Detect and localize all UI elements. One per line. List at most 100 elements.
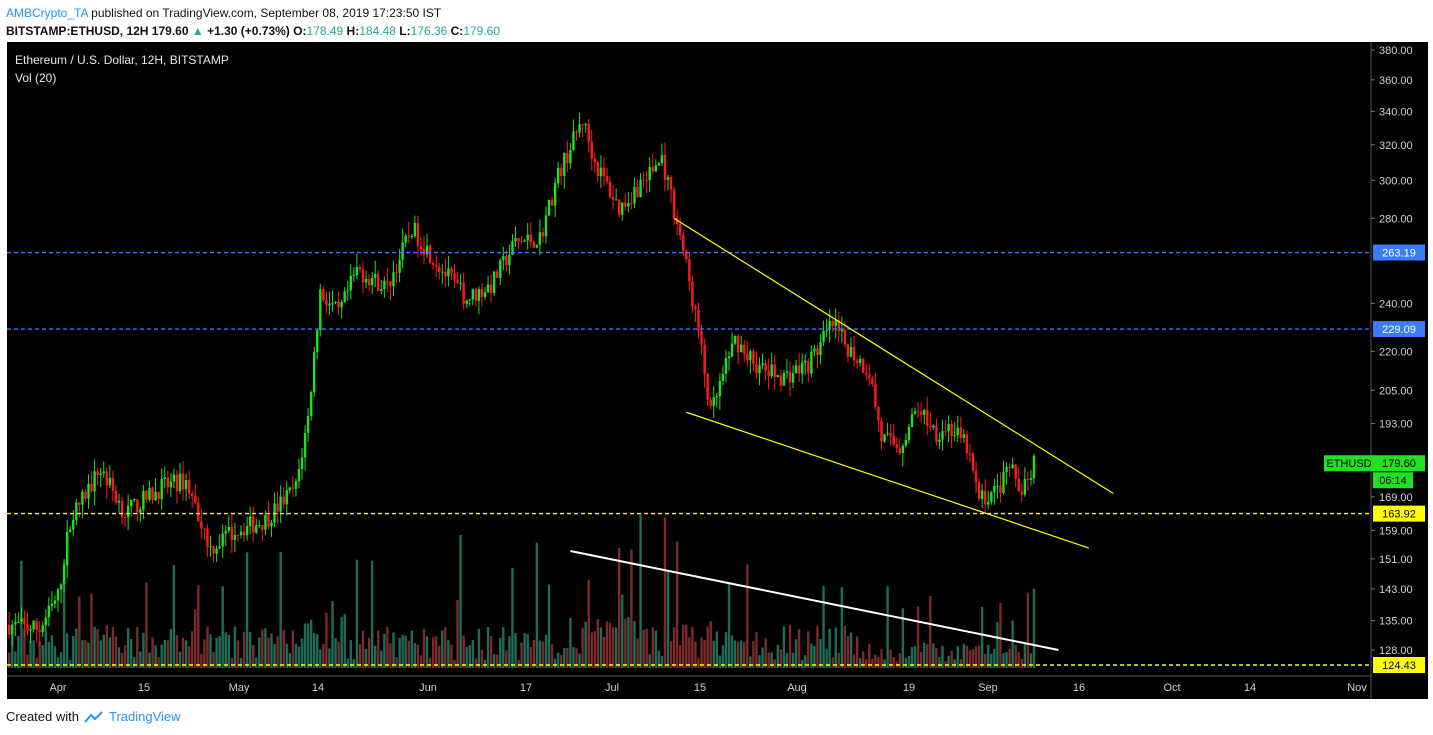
tradingview-link[interactable]: TradingView <box>108 709 181 724</box>
candle-body <box>929 425 932 428</box>
volume-bar <box>654 630 657 668</box>
candle-body <box>325 300 328 306</box>
candle-body <box>431 263 435 265</box>
volume-bar <box>447 640 450 668</box>
volume-bar <box>331 601 334 668</box>
candle-body <box>636 186 639 198</box>
candle-body <box>596 162 600 177</box>
candle-body <box>404 235 407 243</box>
candle-body <box>791 373 795 383</box>
candle-body <box>871 378 874 385</box>
volume-bar <box>279 551 282 668</box>
volume-bar <box>743 642 746 668</box>
volume-bar <box>93 626 96 668</box>
volume-bar <box>139 651 142 668</box>
candle-body <box>685 250 688 260</box>
candle-body <box>941 431 944 440</box>
candle-body <box>758 365 761 374</box>
candle-body <box>474 289 478 301</box>
candle-body <box>84 491 87 499</box>
candle-body <box>959 427 962 438</box>
volume-bar <box>428 657 432 668</box>
volume-bar <box>297 646 301 668</box>
candle-body <box>276 503 279 512</box>
candle-body <box>682 235 685 251</box>
candle-body <box>810 351 813 374</box>
time-tick-label: 14 <box>312 682 324 694</box>
candle-body <box>313 352 316 393</box>
candle-body <box>166 477 169 488</box>
volume-bar <box>407 640 410 668</box>
volume-bar <box>639 514 642 668</box>
volume-bar <box>367 637 371 668</box>
candle-body <box>962 434 966 438</box>
author-link[interactable]: AMBCrypto_TA <box>6 6 88 20</box>
volume-bar <box>822 585 825 668</box>
candle-body <box>764 363 767 371</box>
price-tick-label: 128.00 <box>1379 645 1413 657</box>
volume-bar <box>633 621 636 668</box>
up-arrow-icon: ▲ <box>191 24 204 38</box>
candle-body <box>81 491 84 505</box>
candle-body <box>654 165 657 172</box>
volume-bar <box>465 647 468 668</box>
candle-body <box>932 425 935 428</box>
volume-bar <box>59 652 63 668</box>
footer: Created with TradingView <box>6 709 181 724</box>
level-price-label: 124.43 <box>1382 660 1416 672</box>
created-with-text: Created with <box>6 709 79 724</box>
candle-body <box>407 235 410 237</box>
volume-bar <box>130 638 133 668</box>
volume-bar <box>904 657 908 668</box>
high-value: 184.48 <box>359 24 396 38</box>
volume-bar <box>834 627 837 668</box>
volume-bar <box>438 645 441 668</box>
price-tick-label: 240.00 <box>1379 298 1413 310</box>
volume-bar <box>236 640 240 668</box>
volume-bar <box>416 644 420 668</box>
candle-body <box>215 548 218 554</box>
candle-body <box>898 448 901 453</box>
candle-body <box>785 371 789 374</box>
volume-bar <box>413 643 417 668</box>
candle-body <box>75 502 78 521</box>
volume-bar <box>340 616 343 668</box>
volume-bar <box>8 652 11 668</box>
volume-bar <box>980 606 984 668</box>
candle-body <box>569 150 572 164</box>
candle-body <box>642 179 645 181</box>
candle-body <box>666 177 670 180</box>
candle-body <box>578 124 581 133</box>
volume-bar <box>431 637 435 668</box>
candle-body <box>770 364 773 377</box>
candle-body <box>47 605 51 618</box>
candle-body <box>965 434 969 454</box>
candle-body <box>1017 478 1020 492</box>
volume-bar <box>865 659 868 668</box>
price-axis[interactable]: 263.19 229.09 163.92 124.43 380.00 360.00 340.… <box>1324 45 1425 673</box>
candle-body <box>316 330 319 353</box>
volume-bar <box>477 628 481 668</box>
candle-body <box>261 524 264 530</box>
trendline <box>673 217 1114 495</box>
time-axis[interactable]: Apr 15 May 14 Jun 17 Jul 15 Aug 19 Sep 16 Oct 14 Nov <box>49 682 1367 694</box>
time-tick-label: Apr <box>49 682 66 694</box>
candle-body <box>145 490 148 500</box>
volume-bar <box>938 657 941 668</box>
candle-body <box>624 202 627 207</box>
volume-bar <box>108 637 112 668</box>
volume-bar <box>587 579 590 668</box>
candle-body <box>956 427 959 436</box>
volume-bar <box>282 629 285 668</box>
volume-bar <box>630 549 633 668</box>
volume-bar <box>23 628 26 668</box>
volume-bar <box>142 632 145 668</box>
candle-body <box>38 629 41 632</box>
time-tick-label: Jul <box>605 682 619 694</box>
close-value: 179.60 <box>463 24 501 38</box>
candle-body <box>148 487 151 500</box>
candle-body <box>727 356 731 359</box>
candle-body <box>358 267 362 270</box>
volume-bar <box>53 646 57 668</box>
